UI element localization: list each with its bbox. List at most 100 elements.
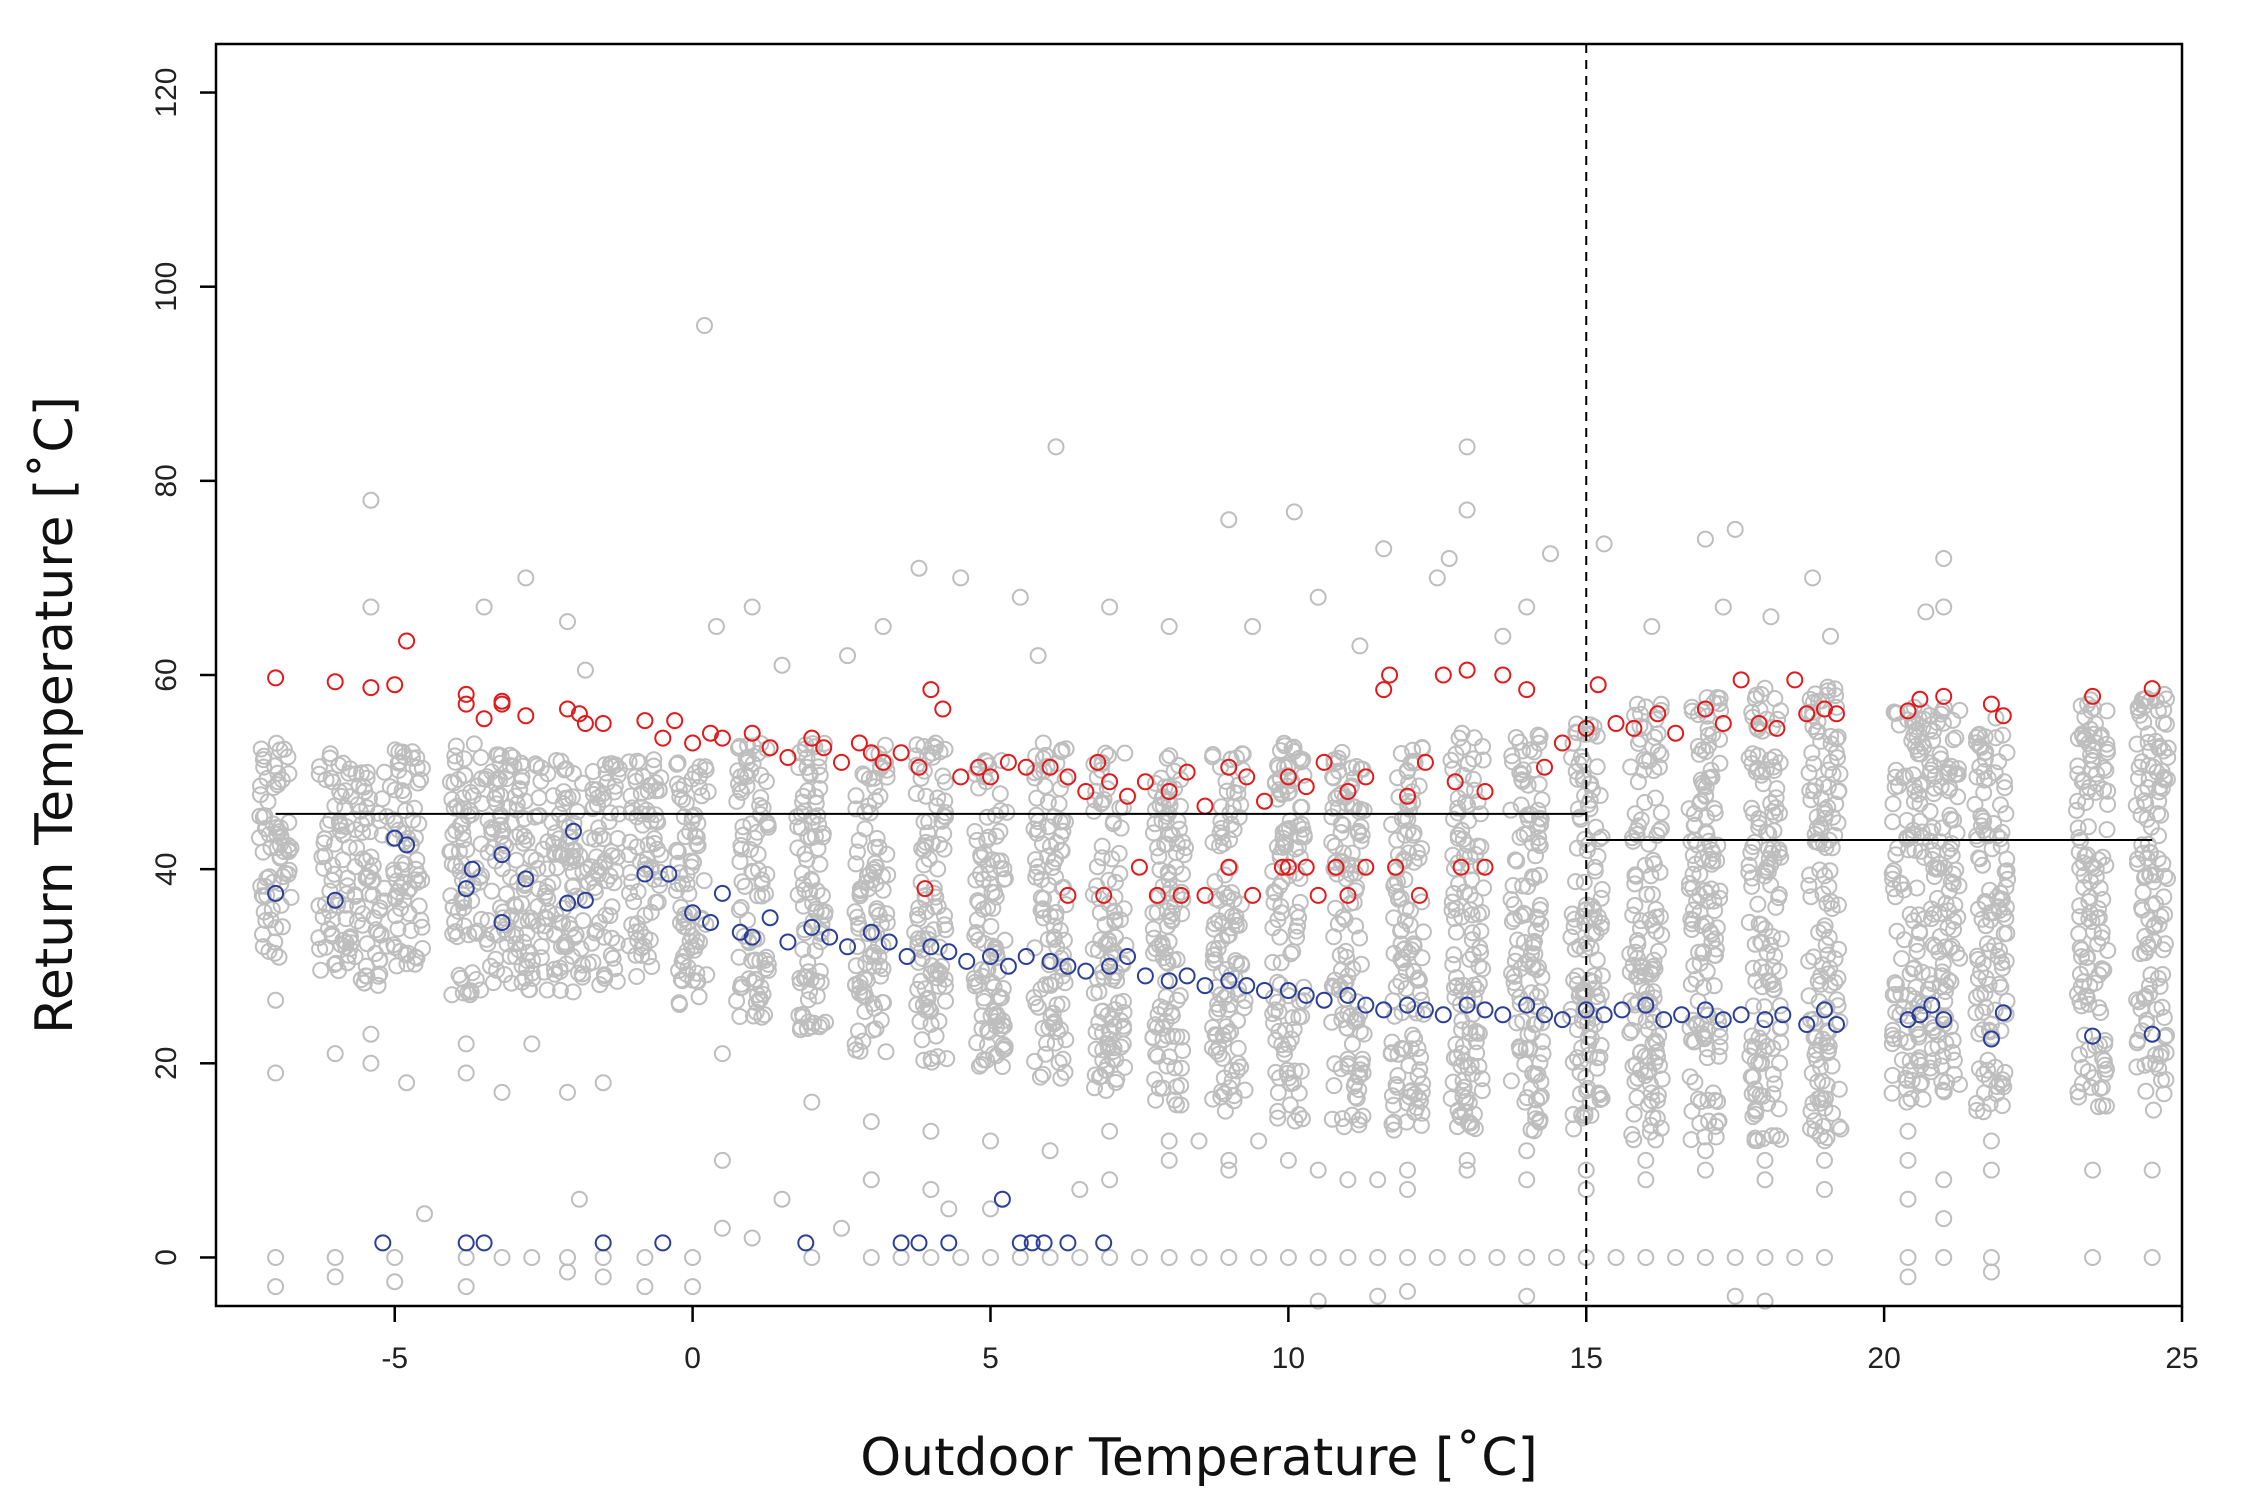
cloud-point xyxy=(1936,983,1954,1000)
cloud-point xyxy=(1503,913,1521,931)
cloud-point xyxy=(1926,938,1944,956)
cloud-point xyxy=(1390,788,1408,806)
cloud-point xyxy=(1830,1080,1848,1098)
cloud-point xyxy=(728,792,746,810)
cloud-point xyxy=(645,751,663,769)
cloud-point xyxy=(1466,892,1484,909)
cloud-point xyxy=(355,974,373,992)
cloud-point xyxy=(1404,826,1422,844)
cloud-point xyxy=(1898,1093,1916,1111)
cloud-point xyxy=(1270,758,1288,776)
cloud-point xyxy=(454,871,471,889)
cloud-point xyxy=(978,831,996,849)
scatter-point xyxy=(362,1025,380,1043)
lower-point xyxy=(1434,1006,1452,1024)
cloud-point xyxy=(608,934,626,952)
cloud-point xyxy=(810,749,828,767)
cloud-point xyxy=(915,1051,933,1069)
cloud-point xyxy=(462,982,480,1000)
cloud-point xyxy=(738,777,756,795)
cloud-point xyxy=(2097,856,2115,874)
cloud-point xyxy=(1145,824,1162,842)
cloud-point xyxy=(455,892,473,910)
cloud-point xyxy=(1890,716,1908,734)
cloud-point xyxy=(270,948,288,966)
cloud-point xyxy=(788,808,806,826)
cloud-point xyxy=(1687,855,1705,873)
scatter-point xyxy=(559,1083,576,1101)
cloud-point xyxy=(1167,844,1185,862)
cloud-point xyxy=(643,958,661,975)
scatter-point xyxy=(707,618,725,635)
cloud-point xyxy=(1286,1062,1304,1080)
lower-series xyxy=(267,822,2161,1252)
cloud-point xyxy=(1814,1117,1832,1135)
scatter-point xyxy=(1696,1161,1714,1179)
cloud-point xyxy=(2135,713,2153,731)
cloud-point xyxy=(687,937,705,955)
cloud-point xyxy=(2071,939,2089,957)
cloud-point xyxy=(604,758,621,775)
cloud-point xyxy=(252,740,270,758)
cloud-point xyxy=(1406,1103,1424,1121)
upper-point xyxy=(362,679,380,697)
cloud-point xyxy=(1383,816,1401,833)
cloud-point xyxy=(495,834,512,852)
cloud-point xyxy=(1204,748,1221,766)
scatter-point xyxy=(636,1278,654,1296)
lower-point xyxy=(1017,948,1035,965)
scatter-point xyxy=(576,661,594,679)
cloud-point xyxy=(255,903,273,921)
cloud-point xyxy=(1172,797,1189,815)
cloud-point xyxy=(1531,728,1549,745)
cloud-point xyxy=(1412,1116,1430,1134)
cloud-point xyxy=(1934,1047,1952,1065)
cloud-point xyxy=(570,964,588,982)
cloud-point xyxy=(1444,1073,1462,1091)
cloud-point xyxy=(745,931,763,949)
cloud-point xyxy=(1227,917,1245,934)
lower-point xyxy=(1553,1011,1571,1029)
cloud-point xyxy=(628,968,646,985)
cloud-point xyxy=(564,878,582,896)
cloud-point xyxy=(1764,1039,1782,1057)
lower-point xyxy=(1041,952,1059,970)
lower-point xyxy=(880,933,898,951)
lower-point xyxy=(457,1234,475,1252)
cloud-point xyxy=(1409,1067,1427,1085)
scatter-point xyxy=(386,1273,404,1291)
cloud-point xyxy=(310,897,328,915)
cloud-point xyxy=(1992,796,2009,814)
cloud-point xyxy=(1998,744,2016,761)
cloud-point xyxy=(1698,962,1716,980)
cloud-point xyxy=(393,782,411,800)
cloud-point xyxy=(2131,945,2149,963)
upper-point xyxy=(1518,681,1536,699)
cloud-point xyxy=(872,915,890,933)
scatter-point xyxy=(1458,1249,1476,1266)
upper-point xyxy=(1297,778,1315,796)
scatter-point xyxy=(1899,1249,1917,1266)
lower-point xyxy=(1035,1234,1053,1252)
cloud-point xyxy=(450,842,468,860)
cloud-point xyxy=(1942,757,1960,775)
cloud-point xyxy=(803,872,821,890)
cloud-point xyxy=(447,923,465,941)
cloud-point xyxy=(596,852,614,870)
cloud-point xyxy=(1939,765,1957,783)
cloud-point xyxy=(1265,883,1283,901)
cloud-point xyxy=(2137,1082,2155,1100)
cloud-point xyxy=(1404,741,1422,759)
upper-point xyxy=(1297,858,1315,876)
cloud-point xyxy=(394,743,412,761)
cloud-point xyxy=(1397,899,1415,917)
scatter-point xyxy=(267,991,285,1009)
upper-point xyxy=(1458,661,1476,679)
cloud-point xyxy=(1759,1094,1777,1112)
cloud-point xyxy=(1700,737,1718,755)
cloud-point xyxy=(1750,814,1768,832)
cloud-point xyxy=(1569,800,1587,818)
cloud-point xyxy=(1506,952,1524,970)
cloud-point xyxy=(530,789,548,807)
cloud-point xyxy=(1161,747,1179,765)
